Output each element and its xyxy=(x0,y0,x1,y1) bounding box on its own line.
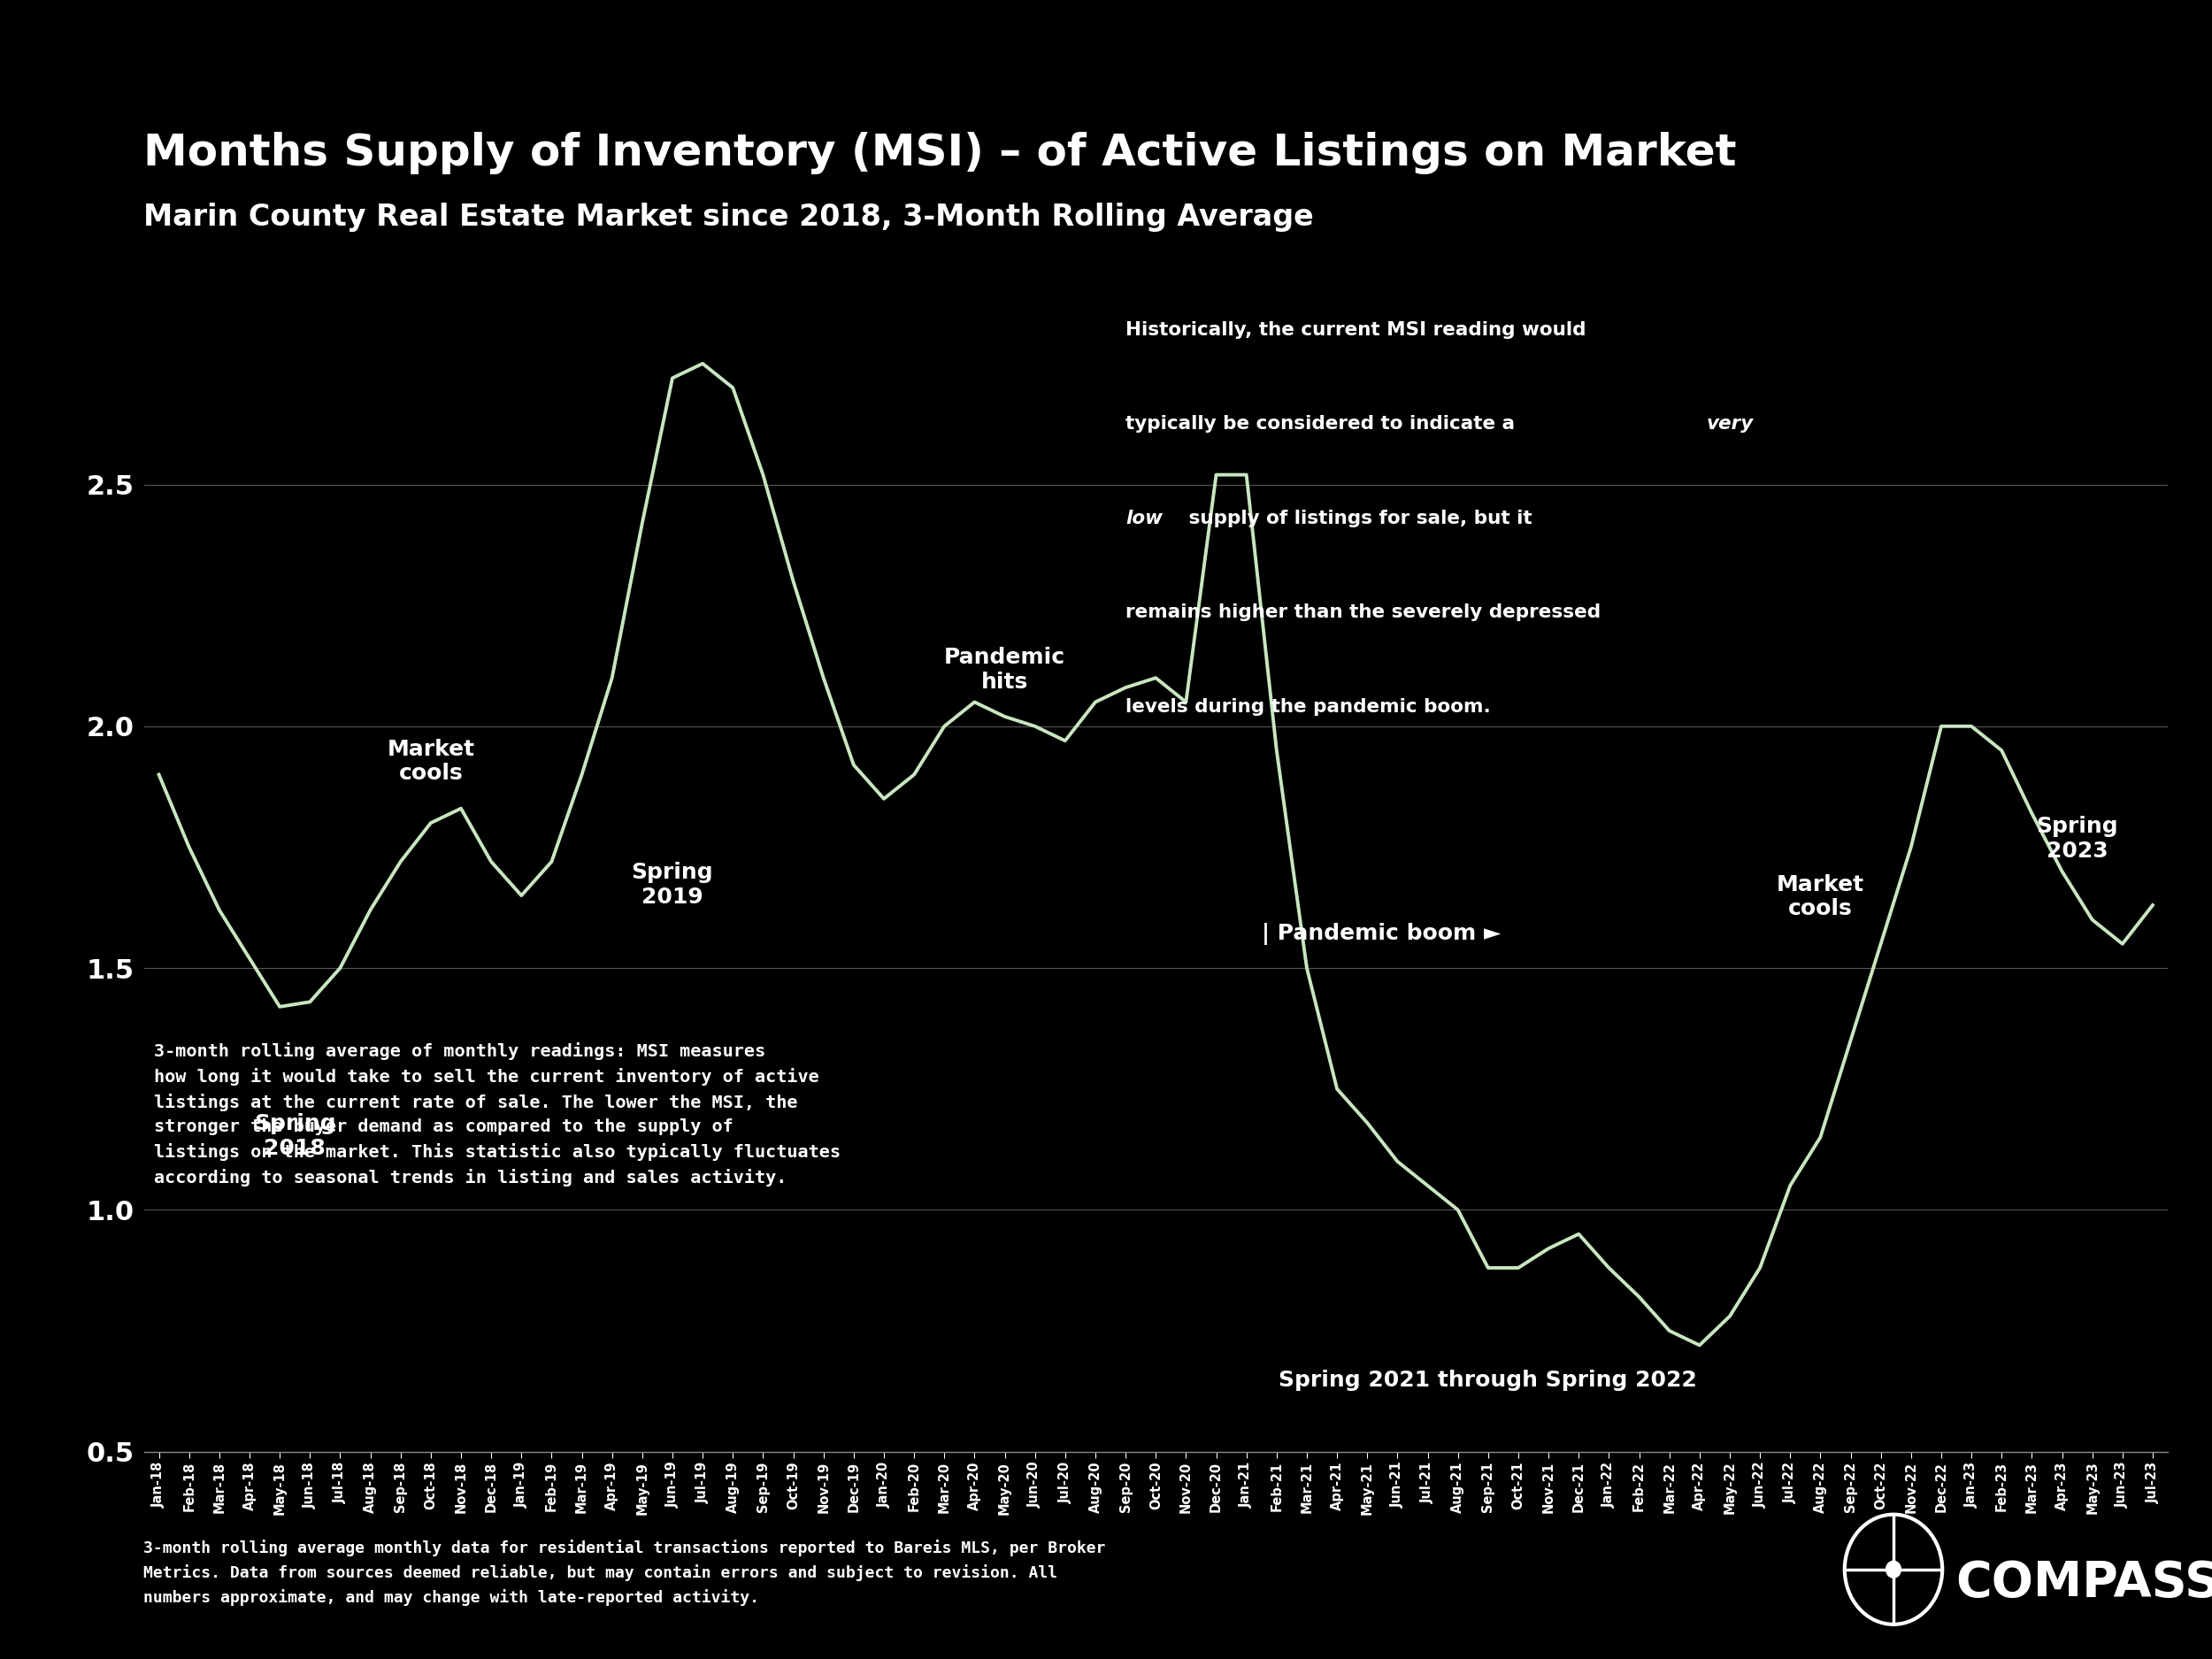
Text: remains higher than the severely depressed: remains higher than the severely depress… xyxy=(1126,604,1601,622)
Text: very: very xyxy=(1705,415,1754,433)
Text: COMPASS: COMPASS xyxy=(1955,1559,2212,1608)
Text: Market
cools: Market cools xyxy=(387,738,476,785)
Text: Marin County Real Estate Market since 2018, 3-Month Rolling Average: Marin County Real Estate Market since 20… xyxy=(144,202,1314,232)
Text: Months Supply of Inventory (MSI) – of Active Listings on Market: Months Supply of Inventory (MSI) – of Ac… xyxy=(144,131,1736,174)
Text: Market
cools: Market cools xyxy=(1776,874,1865,919)
Text: 3-month rolling average monthly data for residential transactions reported to Ba: 3-month rolling average monthly data for… xyxy=(144,1540,1106,1606)
Text: Spring
2023: Spring 2023 xyxy=(2037,816,2119,861)
Text: Spring 2021 through Spring 2022: Spring 2021 through Spring 2022 xyxy=(1279,1369,1697,1390)
Text: | Pandemic boom ►: | Pandemic boom ► xyxy=(1261,922,1500,946)
Text: low: low xyxy=(1126,509,1164,528)
Text: Historically, the current MSI reading would: Historically, the current MSI reading wo… xyxy=(1126,320,1586,338)
Text: Pandemic
hits: Pandemic hits xyxy=(945,647,1066,692)
Text: typically be considered to indicate a: typically be considered to indicate a xyxy=(1126,415,1522,433)
Text: supply of listings for sale, but it: supply of listings for sale, but it xyxy=(1181,509,1533,528)
Text: levels during the pandemic boom.: levels during the pandemic boom. xyxy=(1126,698,1491,717)
Text: Spring
2019: Spring 2019 xyxy=(630,861,714,907)
Text: 3-month rolling average of monthly readings: MSI measures
how long it would take: 3-month rolling average of monthly readi… xyxy=(155,1042,841,1186)
Circle shape xyxy=(1887,1561,1900,1578)
Text: Spring
2018: Spring 2018 xyxy=(254,1113,336,1160)
